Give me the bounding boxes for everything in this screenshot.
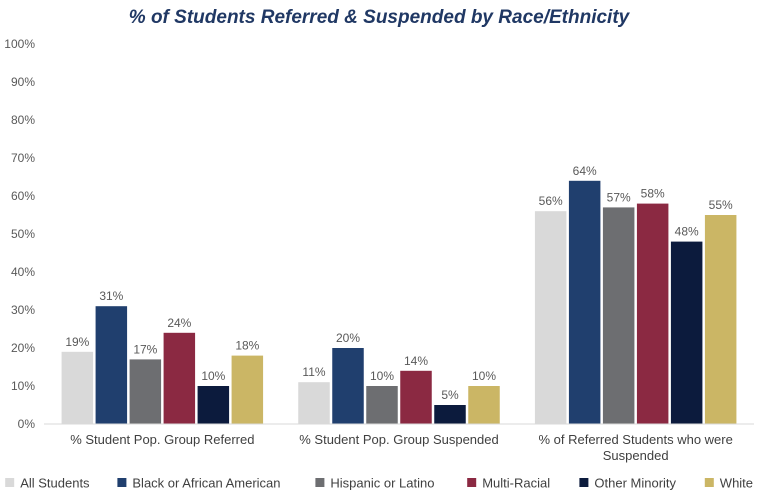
bar bbox=[602, 207, 635, 424]
y-tick-label: 10% bbox=[11, 379, 35, 393]
legend-swatch bbox=[5, 478, 15, 487]
data-label: 56% bbox=[539, 194, 563, 208]
bar bbox=[231, 355, 264, 424]
legend-label: Hispanic or Latino bbox=[330, 476, 434, 491]
bar bbox=[636, 203, 669, 424]
data-label: 10% bbox=[370, 369, 394, 383]
data-label: 18% bbox=[235, 339, 259, 353]
data-label: 20% bbox=[336, 331, 360, 345]
x-category-label: Suspended bbox=[603, 448, 669, 463]
legend-item: Other Minority bbox=[579, 476, 677, 491]
data-label: 11% bbox=[302, 365, 325, 379]
y-axis: 0% 10% 20% 30% 40% 50% 60% 70% 80% 90% 100% bbox=[4, 37, 35, 431]
data-label: 55% bbox=[709, 198, 733, 212]
x-category-label: % Student Pop. Group Referred bbox=[70, 432, 254, 447]
bar bbox=[197, 386, 230, 424]
bar bbox=[704, 215, 737, 424]
legend: All Students Black or African American His… bbox=[5, 476, 753, 491]
bar bbox=[670, 241, 703, 424]
data-labels: 19% 31% 17% 24% 10% 18% 11% 20% 10% 14% 5% 10% 56% 64… bbox=[65, 164, 733, 402]
bar bbox=[129, 359, 162, 424]
data-label: 57% bbox=[607, 190, 631, 204]
bar bbox=[332, 348, 364, 424]
legend-label: Black or African American bbox=[132, 476, 280, 491]
y-tick-label: 70% bbox=[11, 151, 35, 165]
bar bbox=[61, 351, 94, 424]
x-axis: % Student Pop. Group Referred % Student P… bbox=[70, 432, 733, 463]
data-label: 64% bbox=[573, 164, 597, 178]
data-label: 10% bbox=[472, 369, 496, 383]
legend-label: Multi-Racial bbox=[482, 476, 550, 491]
data-label: 19% bbox=[65, 335, 89, 349]
bar bbox=[568, 180, 601, 424]
bars bbox=[61, 180, 737, 424]
y-tick-label: 20% bbox=[11, 341, 35, 355]
legend-label: White bbox=[720, 476, 753, 491]
bar bbox=[366, 386, 398, 424]
bar bbox=[468, 386, 500, 424]
bar bbox=[163, 332, 196, 424]
legend-swatch bbox=[579, 478, 589, 487]
legend-label: Other Minority bbox=[594, 476, 676, 491]
data-label: 58% bbox=[641, 187, 665, 201]
data-label: 24% bbox=[167, 316, 191, 330]
bar bbox=[434, 405, 466, 424]
y-tick-label: 40% bbox=[11, 265, 35, 279]
legend-item: White bbox=[704, 476, 753, 491]
data-label: 48% bbox=[675, 225, 699, 239]
x-category-label: % Student Pop. Group Suspended bbox=[299, 432, 498, 447]
x-category-label: % of Referred Students who were bbox=[538, 432, 732, 447]
y-tick-label: 50% bbox=[11, 227, 35, 241]
y-tick-label: 30% bbox=[11, 303, 35, 317]
data-label: 31% bbox=[99, 289, 123, 303]
chart-title: % of Students Referred & Suspended by Ra… bbox=[129, 7, 631, 28]
legend-swatch bbox=[315, 478, 325, 487]
y-tick-label: 60% bbox=[11, 189, 35, 203]
data-label: 14% bbox=[404, 354, 428, 368]
bar bbox=[95, 306, 128, 424]
data-label: 17% bbox=[133, 342, 157, 356]
y-tick-label: 100% bbox=[4, 37, 35, 51]
legend-item: All Students bbox=[5, 476, 90, 491]
legend-label: All Students bbox=[20, 476, 90, 491]
data-label: 10% bbox=[201, 369, 225, 383]
legend-item: Hispanic or Latino bbox=[315, 476, 434, 491]
legend-item: Multi-Racial bbox=[467, 476, 550, 491]
y-tick-label: 90% bbox=[11, 75, 35, 89]
y-tick-label: 0% bbox=[18, 417, 36, 431]
bar bbox=[534, 211, 567, 424]
bar bbox=[400, 370, 432, 424]
legend-swatch bbox=[117, 478, 127, 487]
y-tick-label: 80% bbox=[11, 113, 35, 127]
data-label: 5% bbox=[441, 388, 459, 402]
legend-item: Black or African American bbox=[117, 476, 281, 491]
legend-swatch bbox=[704, 478, 714, 487]
legend-swatch bbox=[467, 478, 477, 487]
bar bbox=[298, 382, 330, 424]
